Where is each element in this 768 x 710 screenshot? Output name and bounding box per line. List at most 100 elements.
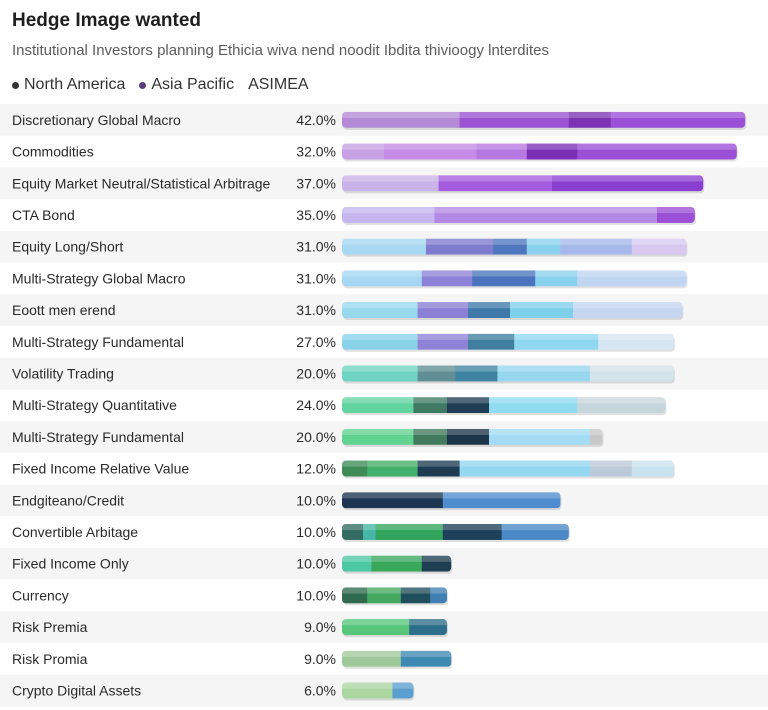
bar-segment [489, 428, 591, 445]
bar-segment [413, 428, 448, 445]
bar-segment [455, 365, 498, 382]
category-label: Risk Promia [12, 651, 88, 667]
stacked-bar [342, 555, 452, 572]
bar-segment [342, 238, 427, 255]
legend-asia-pacific-dot [139, 81, 147, 89]
bar-segment [342, 460, 368, 477]
category-label: Eoott men erend [12, 302, 116, 318]
bar-segment [501, 523, 569, 540]
bar-segment [400, 650, 452, 667]
bar-highlight [342, 111, 746, 119]
value-label: 6.0% [304, 682, 336, 698]
value-label: 20.0% [296, 429, 336, 445]
stacked-bar [342, 428, 603, 445]
bar-segment [342, 650, 402, 667]
bar-segment [342, 143, 385, 160]
bar-highlight [342, 333, 674, 340]
legend-item-asia-pacific: Asia Pacific [139, 76, 234, 94]
bar-segment [447, 428, 490, 445]
bar-segment [421, 270, 473, 287]
category-label: Currency [12, 587, 69, 603]
value-label: 12.0% [296, 461, 336, 477]
bar-segment [631, 238, 687, 255]
stacked-bar [342, 365, 674, 382]
value-label: 31.0% [296, 302, 336, 318]
bar-highlight [342, 302, 683, 309]
bar-segment [631, 460, 674, 477]
bar-segment [342, 523, 364, 540]
bar-segment [438, 175, 553, 192]
stacked-bar [342, 175, 704, 192]
stacked-bar [342, 206, 695, 223]
category-label: Fixed Income Relative Value [12, 461, 189, 477]
bar-segment [598, 333, 674, 350]
category-label: Multi-Strategy Fundamental [12, 334, 184, 350]
bar-segment [610, 111, 746, 128]
bar-segment [384, 143, 477, 160]
stacked-bar [342, 270, 687, 287]
bar-segment [363, 523, 377, 540]
bar-segment [409, 619, 447, 636]
bar-highlight [342, 523, 569, 531]
category-label: Fixed Income Only [12, 556, 129, 572]
bar-segment [417, 365, 456, 382]
category-label: Multi-Strategy Quantitative [12, 397, 177, 413]
bar-segment [489, 397, 578, 414]
bar-segment [442, 492, 561, 509]
bar-segment [459, 460, 591, 477]
value-label: 27.0% [296, 334, 336, 350]
value-label: 24.0% [296, 397, 336, 413]
bar-segment [342, 333, 419, 350]
bar-highlight [342, 143, 737, 150]
bar-segment [342, 111, 461, 128]
bar-segment [342, 397, 414, 414]
stacked-bar [342, 492, 561, 509]
stacked-bar [342, 238, 687, 255]
category-label: Equity Market Neutral/Statistical Arbitr… [12, 175, 271, 191]
bar-segment [342, 302, 419, 319]
bar-segment [342, 682, 393, 699]
bar-highlight [342, 428, 603, 436]
legend-item-asimea: ASIMEA [248, 76, 308, 94]
value-label: 10.0% [296, 492, 336, 508]
bar-highlight [342, 238, 687, 245]
stacked-bar [342, 397, 666, 414]
bar-segment [468, 333, 515, 350]
bar-segment [417, 302, 469, 319]
chart-title: Hedge Image wanted [12, 10, 201, 31]
value-label: 20.0% [296, 365, 336, 381]
value-label: 35.0% [296, 207, 336, 223]
category-label: Discretionary Global Macro [12, 112, 181, 128]
bar-segment [526, 143, 578, 160]
bar-segment [421, 555, 452, 572]
category-label: Equity Long/Short [12, 239, 123, 255]
bar-highlight [342, 175, 704, 182]
bar-segment [342, 428, 414, 445]
legend: North America Asia Pacific ASIMEA [12, 76, 309, 94]
bar-segment [342, 587, 368, 604]
category-label: Commodities [12, 144, 94, 160]
bar-segment [497, 365, 591, 382]
value-label: 9.0% [304, 619, 336, 635]
category-label: Crypto Digital Assets [12, 682, 141, 698]
legend-north-america-dot [12, 81, 19, 89]
bar-segment [426, 238, 494, 255]
stacked-bar [342, 111, 746, 128]
bar-segment [535, 270, 578, 287]
bar-segment [342, 555, 372, 572]
bar-segment [514, 333, 599, 350]
category-label: Endgiteano/Credit [12, 492, 124, 508]
value-label: 31.0% [296, 239, 336, 255]
stacked-bar [342, 333, 674, 350]
bar-segment [367, 460, 419, 477]
bar-segment [413, 397, 448, 414]
bar-segment [447, 397, 490, 414]
bar-segment [342, 492, 444, 509]
stacked-bar [342, 523, 569, 540]
value-label: 32.0% [296, 144, 336, 160]
bar-highlight [342, 682, 414, 689]
bar-segment [589, 460, 633, 477]
stacked-bar [342, 143, 737, 160]
bar-segment [417, 333, 469, 350]
